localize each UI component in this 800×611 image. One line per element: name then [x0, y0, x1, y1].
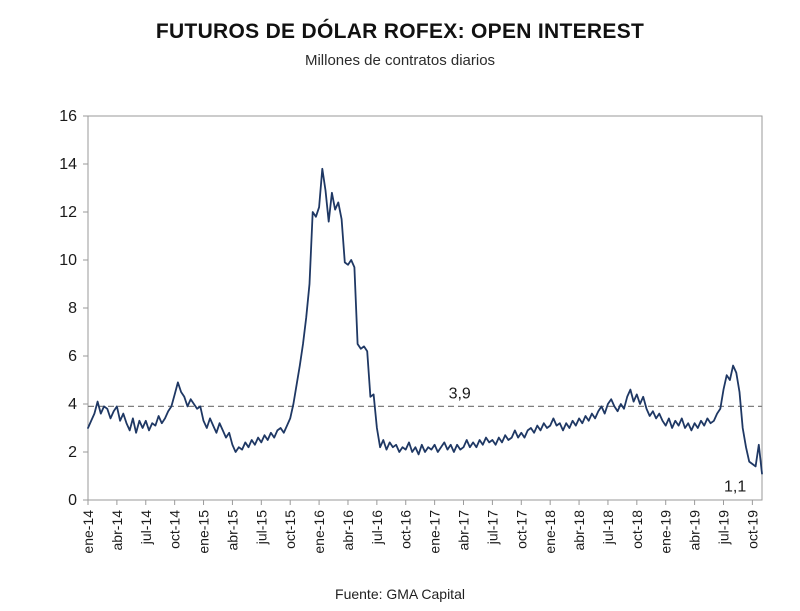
- x-tick-label: abr-15: [224, 510, 240, 551]
- x-tick-label: jul-16: [369, 510, 385, 545]
- plot-border: [87, 115, 763, 501]
- x-tick-label: oct-15: [282, 510, 298, 549]
- x-tick-label: oct-17: [513, 510, 529, 549]
- chart-subtitle: Millones de contratos diarios: [304, 52, 496, 69]
- x-tick-label: oct-14: [167, 510, 183, 549]
- x-tick-label: abr-19: [687, 510, 703, 551]
- chart-area: 0 2 4 6 8 10 12 14 16 ene-14 abr-14 jul-14 oct-14 ene…: [0, 106, 800, 576]
- x-tick-label: abr-18: [571, 510, 587, 551]
- chart-figure: FUTUROS DE DÓLAR ROFEX: OPEN INTEREST Mi…: [0, 20, 800, 611]
- x-tick-label: abr-16: [340, 510, 356, 551]
- x-tick-label: ene-18: [542, 510, 558, 554]
- y-tick-label: 4: [68, 396, 77, 413]
- x-tick-label: ene-19: [658, 510, 674, 554]
- x-tick-label: jul-14: [138, 510, 154, 545]
- x-tick-label: jul-19: [715, 510, 731, 545]
- average-line-label: 3,9: [449, 385, 471, 402]
- x-tick-label: oct-16: [398, 510, 414, 549]
- x-tick-label: ene-16: [311, 510, 327, 554]
- x-tick-label: ene-14: [80, 510, 96, 554]
- x-tick-label: abr-14: [109, 510, 125, 551]
- x-tick-label: jul-17: [484, 510, 500, 545]
- y-tick-label: 10: [59, 252, 77, 269]
- y-tick-label: 16: [59, 108, 77, 125]
- x-tick-label: ene-17: [427, 510, 443, 554]
- x-tick-label: ene-15: [196, 510, 212, 554]
- x-tick-label: oct-19: [744, 510, 760, 549]
- source-text: Fuente: GMA Capital: [335, 586, 465, 602]
- x-tick-label: jul-18: [600, 510, 616, 545]
- y-tick-label: 8: [68, 300, 77, 317]
- x-tick-label: abr-17: [456, 510, 472, 551]
- last-point-label: 1,1: [724, 479, 746, 496]
- x-axis: ene-14 abr-14 jul-14 oct-14 ene-15 abr-15 jul-…: [80, 500, 760, 554]
- chart-title: FUTUROS DE DÓLAR ROFEX: OPEN INTEREST: [155, 20, 645, 43]
- x-tick-label: jul-15: [253, 510, 269, 545]
- y-tick-label: 14: [59, 156, 77, 173]
- y-tick-label: 0: [68, 492, 77, 509]
- y-tick-label: 2: [68, 444, 77, 461]
- y-tick-label: 6: [68, 348, 77, 365]
- y-axis: 0 2 4 6 8 10 12 14 16: [59, 108, 88, 509]
- series-line: [87, 167, 763, 475]
- y-tick-label: 12: [59, 204, 77, 221]
- x-tick-label: oct-18: [629, 510, 645, 549]
